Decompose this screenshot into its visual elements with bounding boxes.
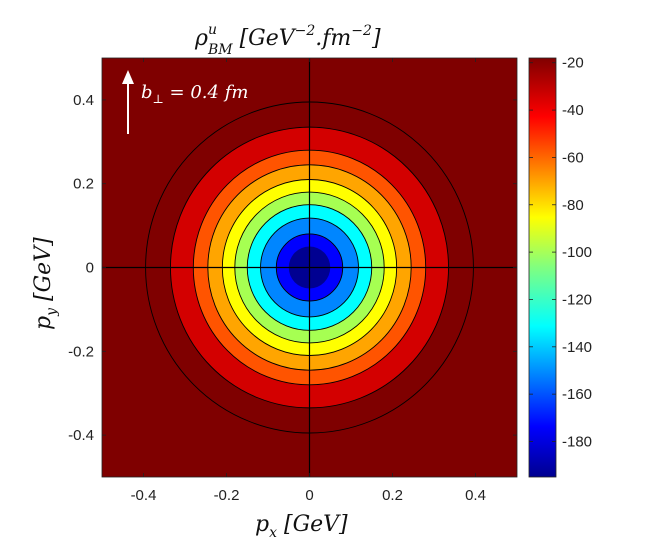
x-axis-label: px [GeV] <box>255 512 348 541</box>
x-tick-label: 0.2 <box>382 487 403 504</box>
x-tick-label: 0 <box>305 487 313 504</box>
x-tick-label: 0.4 <box>465 487 486 504</box>
colorbar-gradient <box>528 57 557 478</box>
y-tick-label: 0 <box>86 260 94 277</box>
annotation-arrowhead <box>122 70 134 84</box>
y-axis-ticks: -0.4 -0.2 0 0.2 0.4 <box>68 92 517 444</box>
x-axis-ticks: -0.4 -0.2 0 0.2 0.4 <box>131 58 486 504</box>
colorbar: -20 -40 -60 -80 -100 -120 -140 -160 -180 <box>528 55 592 478</box>
y-tick-label: 0.4 <box>73 92 94 109</box>
y-tick-label: -0.4 <box>68 427 94 444</box>
x-tick-label: -0.2 <box>214 487 240 504</box>
colorbar-tick-label: -100 <box>562 244 592 261</box>
plot-area <box>101 57 518 478</box>
colorbar-tick-label: -20 <box>562 55 584 72</box>
y-tick-label: -0.2 <box>68 343 94 360</box>
y-tick-label: 0.2 <box>73 176 94 193</box>
colorbar-tick-label: -60 <box>562 149 584 166</box>
colorbar-tick-label: -160 <box>562 386 592 403</box>
colorbar-tick-label: -80 <box>562 197 584 214</box>
y-axis-label: py [GeV] <box>31 237 60 330</box>
chart-title: ρu BM [GeV−2.fm−2] <box>194 22 381 58</box>
colorbar-tick-label: -40 <box>562 102 584 119</box>
annotation: b⊥ = 0.4 fm <box>122 70 248 134</box>
colorbar-tick-label: -180 <box>562 433 592 450</box>
colorbar-tick-label: -120 <box>562 291 592 308</box>
annotation-label: b⊥ = 0.4 fm <box>141 82 248 106</box>
x-tick-label: -0.4 <box>131 487 157 504</box>
colorbar-ticks: -20 -40 -60 -80 -100 -120 -140 -160 -180 <box>529 55 592 450</box>
colorbar-tick-label: -140 <box>562 339 592 356</box>
